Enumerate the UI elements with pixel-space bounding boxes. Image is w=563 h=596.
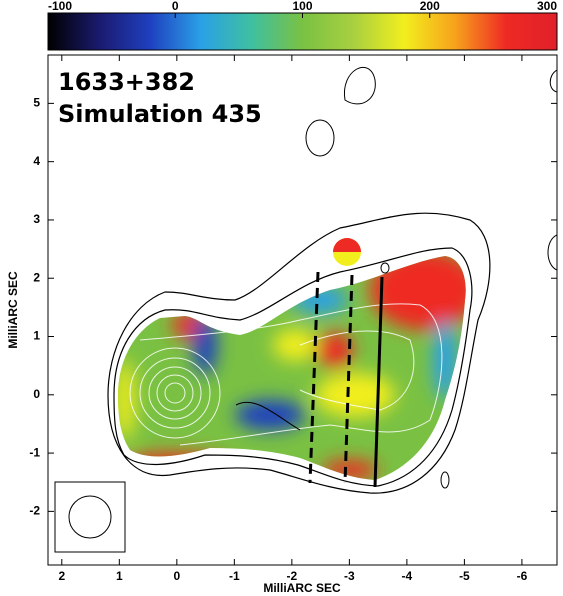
- annotation: 1633+382: [58, 68, 195, 96]
- y-axis-label: MilliARC SEC: [6, 271, 20, 349]
- x-axis-label: MilliARC SEC: [263, 581, 341, 595]
- x-tick-label: 2: [58, 569, 65, 583]
- colorbar-tick-label: -100: [48, 0, 72, 13]
- annotation: Simulation 435: [58, 100, 262, 128]
- x-tick-label: -1: [229, 569, 240, 583]
- colorbar-tick-label: 300: [537, 0, 557, 13]
- y-tick-label: -1: [29, 445, 40, 459]
- x-tick-label: -6: [517, 569, 528, 583]
- colorbar-tick-label: 0: [172, 0, 179, 13]
- colorbar: [47, 12, 558, 51]
- y-tick-label: 2: [33, 270, 40, 284]
- colorbar-tick-label: 200: [420, 0, 440, 13]
- x-tick-label: -3: [344, 569, 355, 583]
- colorbar-tick-label: 100: [292, 0, 312, 13]
- y-tick-label: -2: [29, 504, 40, 518]
- y-tick-label: 3: [33, 212, 40, 226]
- x-tick-label: -4: [402, 569, 413, 583]
- y-tick-label: 4: [33, 154, 40, 168]
- y-tick-label: 5: [33, 96, 40, 110]
- x-tick-label: 1: [116, 569, 123, 583]
- image: [54, 67, 557, 553]
- x-tick-label: -2: [287, 569, 298, 583]
- y-tick-label: 1: [33, 329, 40, 343]
- x-tick-label: 0: [173, 569, 180, 583]
- plot-frame: [47, 54, 558, 566]
- x-tick-label: -5: [459, 569, 470, 583]
- y-tick-label: 0: [33, 387, 40, 401]
